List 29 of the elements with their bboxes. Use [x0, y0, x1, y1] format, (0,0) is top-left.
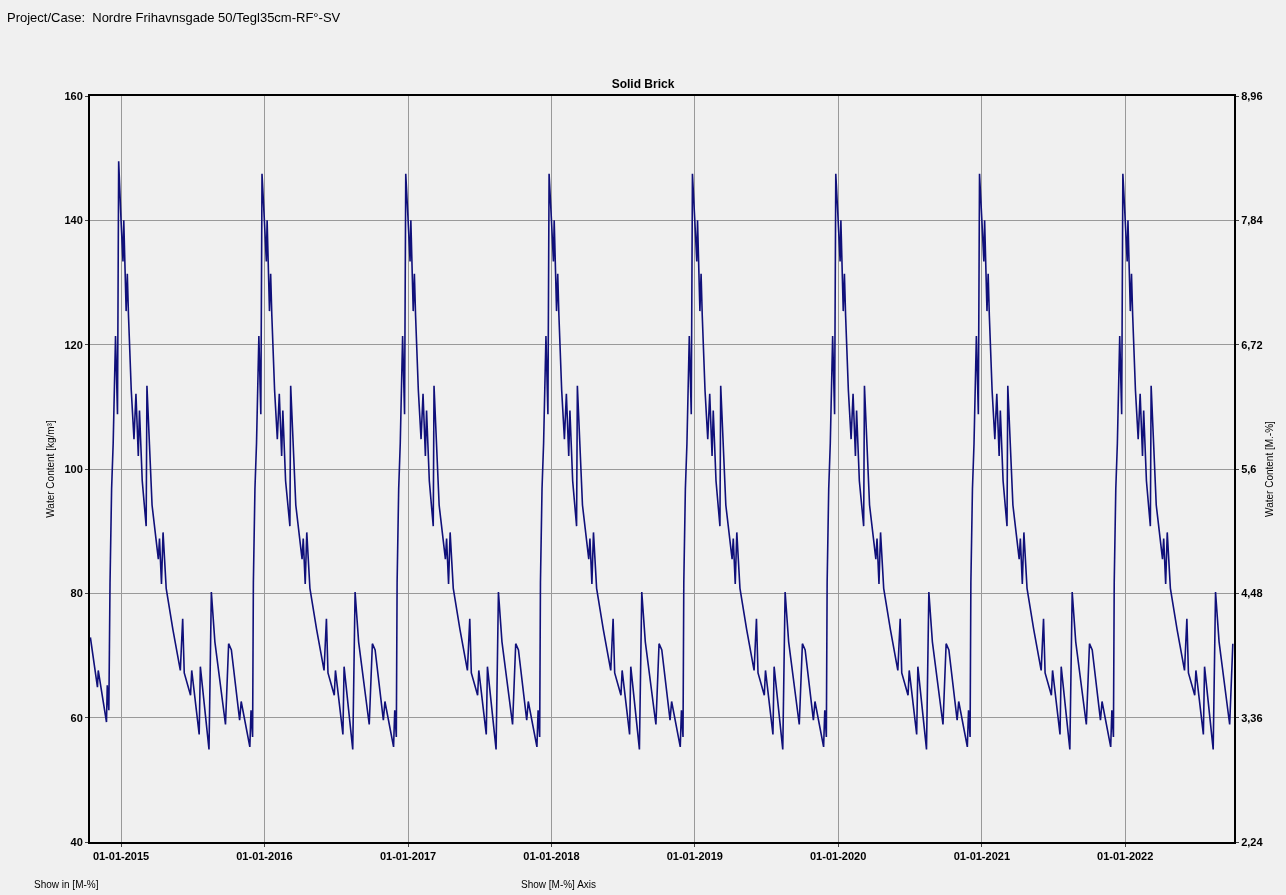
y-tick-label: 140	[64, 214, 83, 227]
x-tick-label: 01-01-2022	[1097, 850, 1154, 863]
y2-tick-label: 7,84	[1241, 214, 1264, 227]
y-tick-label: 160	[64, 89, 83, 102]
y2-tick-label: 4,48	[1241, 587, 1263, 600]
y-tick-label: 40	[70, 835, 83, 848]
x-tick-label: 01-01-2016	[236, 850, 293, 863]
x-tick-label: 01-01-2020	[810, 850, 867, 863]
y-tick-label: 80	[70, 587, 83, 600]
y2-tick-label: 5,6	[1241, 462, 1257, 475]
x-tick-label: 01-01-2021	[953, 850, 1011, 863]
y2-tick-label: 6,72	[1241, 338, 1263, 351]
y2-tick-label: 2,24	[1241, 835, 1264, 848]
x-tick-label: 01-01-2015	[92, 850, 150, 863]
chart-title: Solid Brick	[611, 77, 675, 92]
x-tick-label: 01-01-2017	[379, 850, 437, 863]
x-tick-label: 01-01-2018	[523, 850, 580, 863]
y2-axis-title: Water Content [M.-%]	[1264, 420, 1276, 517]
y2-tick-label: 3,36	[1241, 711, 1263, 724]
y-tick-label: 120	[64, 338, 83, 351]
y-axis-title: Water Content [kg/m³]	[44, 420, 56, 518]
x-tick-label: 01-01-2019	[666, 850, 723, 863]
text: Show in [M-%]	[34, 879, 99, 890]
y2-tick-label: 8,96	[1241, 89, 1263, 102]
y-tick-label: 100	[64, 462, 83, 475]
y-tick-label: 60	[70, 711, 83, 724]
text: Show [M-%] Axis	[521, 879, 597, 890]
chart-subtitle: Project/Case: Nordre Frihavnsgade 50/Tegl35cm-RF°-SV	[7, 10, 341, 25]
line-series	[90, 160, 1234, 751]
